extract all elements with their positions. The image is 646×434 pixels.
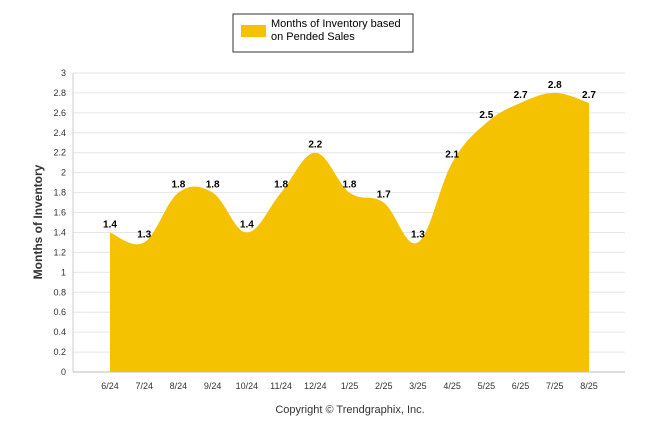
data-label: 1.8 [343,180,357,191]
legend-line-2: on Pended Sales [271,31,355,43]
legend: Months of Inventory based on Pended Sale… [232,13,414,53]
y-axis-ticks: 0 0.2 0.4 0.6 0.8 1 1.2 1.4 1.6 1.8 2 2.2 2.4 2.6 2.8 3 [53,68,66,377]
y-tick-label: 1 [61,267,66,277]
y-tick-label: 2 [61,168,66,178]
data-label: 1.4 [103,219,117,230]
y-tick-label: 1.8 [53,188,66,198]
x-tick-label: 1/25 [341,381,359,391]
x-tick-label: 7/24 [135,381,153,391]
x-tick-label: 6/25 [512,381,530,391]
data-label: 1.7 [377,190,391,201]
x-tick-label: 8/25 [580,381,598,391]
x-tick-label: 11/24 [270,381,292,391]
data-labels: 1.4 1.3 1.8 1.8 1.4 1.8 2.2 1.8 1.7 1.3 2.1 2.5 2.7 2… [103,80,596,241]
x-tick-label: 2/25 [375,381,393,391]
data-label: 1.8 [206,180,220,191]
area-series [73,92,625,373]
x-axis-ticks: 6/24 7/24 8/24 9/24 10/24 11/24 12/24 1/25 2/25 3… [101,381,598,391]
y-tick-label: 2.4 [53,128,66,138]
data-label: 2.8 [548,80,562,91]
y-tick-label: 2.2 [53,148,66,158]
data-label: 2.7 [582,90,596,101]
x-tick-label: 6/24 [101,381,119,391]
x-tick-label: 10/24 [236,381,259,391]
legend-swatch [241,25,266,37]
data-label: 2.1 [445,150,459,161]
y-tick-label: 3 [61,68,66,78]
y-tick-label: 0.8 [53,287,66,297]
data-label: 2.2 [308,140,322,151]
area-series-fill [110,92,589,372]
data-label: 2.5 [479,110,493,121]
y-tick-label: 0 [61,367,66,377]
y-tick-label: 1.6 [53,208,66,218]
x-tick-label: 5/25 [478,381,496,391]
data-label: 1.8 [171,180,185,191]
x-tick-label: 12/24 [304,381,327,391]
data-label: 2.7 [514,90,528,101]
y-tick-label: 1.4 [53,227,66,237]
x-tick-label: 3/25 [409,381,427,391]
y-tick-label: 1.2 [53,247,66,257]
x-tick-label: 9/24 [204,381,222,391]
y-tick-label: 0.4 [53,327,66,337]
data-label: 1.3 [411,229,425,240]
data-label: 1.3 [137,229,151,240]
y-tick-label: 0.2 [53,347,66,357]
y-tick-label: 2.8 [53,88,66,98]
y-tick-label: 0.6 [53,307,66,317]
x-tick-label: 8/24 [170,381,188,391]
copyright-text: Copyright © Trendgraphix, Inc. [275,404,424,416]
y-axis-label: Months of Inventory [31,164,45,279]
data-label: 1.4 [240,219,254,230]
x-tick-label: 4/25 [443,381,461,391]
legend-line-1: Months of Inventory based [271,18,401,30]
data-label: 1.8 [274,180,288,191]
x-tick-label: 7/25 [546,381,564,391]
y-tick-label: 2.6 [53,108,66,118]
